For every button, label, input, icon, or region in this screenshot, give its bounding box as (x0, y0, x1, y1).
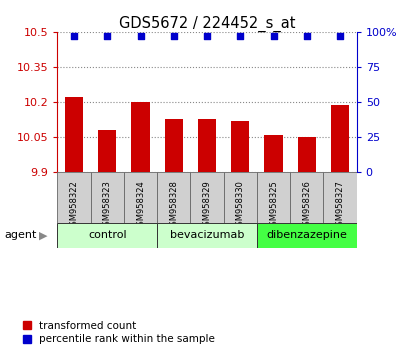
FancyBboxPatch shape (157, 223, 256, 248)
FancyBboxPatch shape (290, 172, 323, 223)
Point (170, 33, 177, 39)
Text: dibenzazepine: dibenzazepine (266, 230, 346, 240)
Bar (65, 97, 83, 172)
Text: GSM958323: GSM958323 (103, 180, 112, 231)
FancyBboxPatch shape (157, 172, 190, 223)
Bar (98, 130, 116, 172)
Text: ▶: ▶ (39, 230, 47, 240)
Point (71, 33, 77, 39)
FancyBboxPatch shape (223, 172, 256, 223)
Text: agent: agent (4, 230, 36, 240)
FancyBboxPatch shape (256, 172, 290, 223)
Text: GSM958326: GSM958326 (301, 180, 310, 231)
Bar (330, 104, 348, 172)
FancyBboxPatch shape (323, 172, 356, 223)
FancyBboxPatch shape (190, 172, 223, 223)
Point (137, 33, 144, 39)
Legend: transformed count, percentile rank within the sample: transformed count, percentile rank withi… (22, 320, 216, 345)
Text: control: control (88, 230, 126, 240)
FancyBboxPatch shape (90, 172, 124, 223)
Point (236, 33, 243, 39)
Text: GSM958330: GSM958330 (235, 180, 244, 231)
Text: GSM958324: GSM958324 (136, 180, 145, 231)
Point (270, 33, 276, 39)
Bar (131, 102, 149, 172)
Point (203, 33, 210, 39)
Point (303, 33, 309, 39)
FancyBboxPatch shape (256, 223, 356, 248)
Bar (198, 119, 216, 172)
Bar (264, 135, 282, 172)
Text: GSM958327: GSM958327 (335, 180, 344, 231)
Text: GSM958329: GSM958329 (202, 180, 211, 231)
Bar (297, 137, 315, 172)
Text: bevacizumab: bevacizumab (169, 230, 244, 240)
Point (104, 33, 110, 39)
FancyBboxPatch shape (124, 172, 157, 223)
Text: GSM958322: GSM958322 (70, 180, 79, 231)
FancyBboxPatch shape (57, 223, 157, 248)
Bar (164, 119, 182, 172)
Text: GSM958325: GSM958325 (268, 180, 277, 231)
Title: GDS5672 / 224452_s_at: GDS5672 / 224452_s_at (119, 16, 294, 32)
Point (336, 33, 342, 39)
Text: GSM958328: GSM958328 (169, 180, 178, 231)
Bar (231, 121, 249, 172)
FancyBboxPatch shape (57, 172, 90, 223)
